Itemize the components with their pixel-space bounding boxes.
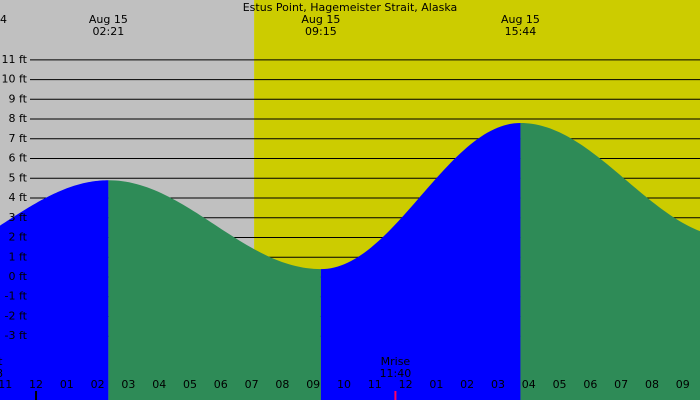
y-tick-label: 8 ft	[9, 112, 28, 125]
tide-date: Aug 15	[89, 13, 128, 26]
sun-event: set	[0, 355, 3, 368]
y-tick-label: 0 ft	[9, 270, 28, 283]
x-tick-label: 05	[553, 378, 567, 391]
x-tick-label: 02	[91, 378, 105, 391]
x-tick-label: 06	[583, 378, 597, 391]
y-tick-label: 4 ft	[9, 191, 28, 204]
tide-date: Aug 15	[301, 13, 340, 26]
x-tick-label: 03	[121, 378, 135, 391]
x-tick-label: 02	[460, 378, 474, 391]
x-tick-label: 06	[214, 378, 228, 391]
x-tick-label: 11	[368, 378, 382, 391]
moonrise-label: Mrise	[381, 355, 411, 368]
x-tick-label: 10	[337, 378, 351, 391]
x-tick-label: 01	[429, 378, 443, 391]
x-tick-label: 08	[275, 378, 289, 391]
sun-event-time: 48	[0, 367, 3, 380]
x-tick-label: 08	[645, 378, 659, 391]
y-tick-label: -1 ft	[5, 290, 28, 303]
x-tick-label: 07	[614, 378, 628, 391]
x-tick-label: 09	[676, 378, 690, 391]
tide-time: 09:15	[305, 25, 337, 38]
y-tick-label: 11 ft	[2, 53, 28, 66]
x-tick-label: 04	[152, 378, 166, 391]
tide-time: 02:21	[93, 25, 125, 38]
chart-title: Estus Point, Hagemeister Strait, Alaska	[243, 1, 458, 14]
y-tick-label: 6 ft	[9, 152, 28, 165]
y-tick-label: 10 ft	[2, 73, 28, 86]
x-tick-label: 04	[522, 378, 536, 391]
y-tick-label: -2 ft	[5, 309, 28, 322]
x-tick-label: 12	[29, 378, 43, 391]
rising-tide	[0, 180, 109, 400]
tide-date: Aug 15	[501, 13, 540, 26]
falling-tide	[108, 180, 321, 400]
corner-fragment: 4	[0, 13, 7, 26]
y-tick-label: 7 ft	[9, 132, 28, 145]
y-tick-label: -3 ft	[5, 329, 28, 342]
y-tick-label: 5 ft	[9, 171, 28, 184]
x-tick-label: 11	[0, 378, 12, 391]
x-tick-label: 09	[306, 378, 320, 391]
tide-time: 15:44	[505, 25, 537, 38]
y-tick-label: 2 ft	[9, 231, 28, 244]
rising-tide	[320, 123, 521, 400]
y-tick-label: 9 ft	[9, 92, 28, 105]
x-tick-label: 01	[60, 378, 74, 391]
x-tick-label: 12	[399, 378, 413, 391]
moonrise-time: 11:40	[380, 367, 412, 380]
falling-tide	[520, 123, 700, 400]
x-tick-label: 07	[245, 378, 259, 391]
x-tick-label: 05	[183, 378, 197, 391]
tide	[0, 123, 700, 400]
x-tick-label: 03	[491, 378, 505, 391]
y-tick-label: 1 ft	[9, 250, 28, 263]
y-tick-label: 3 ft	[9, 211, 28, 224]
